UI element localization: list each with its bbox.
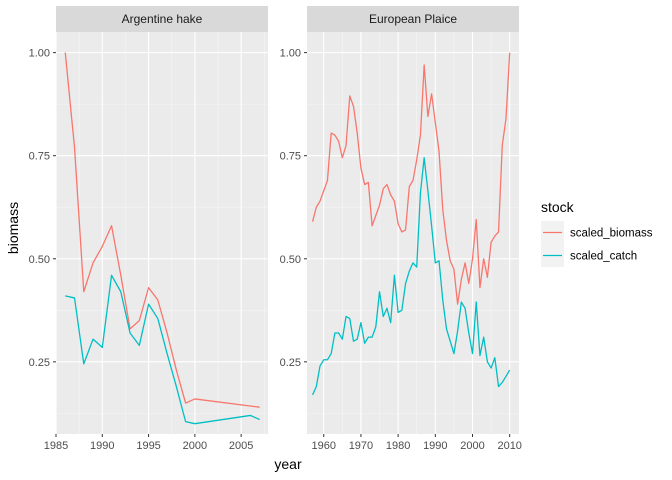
legend-title: stock — [541, 199, 575, 215]
x-tick-label: 1990 — [423, 440, 447, 452]
series-line-scaled-biomass — [64, 52, 260, 408]
y-tick-label: 1.00 — [280, 48, 301, 60]
y-tick-label: 0.25 — [280, 357, 301, 369]
x-tick-label: 1990 — [90, 440, 114, 452]
x-tick-label: 2000 — [183, 440, 207, 452]
legend: stock scaled_biomass scaled_catch — [541, 199, 653, 267]
panel-2: European Plaice 0.25 0.50 0.75 1.00 1960 1970 1… — [280, 6, 522, 452]
panel-title: Argentine hake — [122, 12, 203, 26]
panel-strip — [56, 6, 268, 32]
y-tick-label: 0.75 — [280, 151, 301, 163]
panel-background — [56, 32, 268, 434]
y-axis-title: biomass — [5, 202, 21, 254]
panel-title: European Plaice — [369, 12, 457, 26]
panel-background — [307, 32, 519, 434]
x-tick-label: 2000 — [460, 440, 484, 452]
x-tick-label: 1995 — [136, 440, 160, 452]
x-tick-label: 2005 — [229, 440, 253, 452]
x-tick-label: 1970 — [349, 440, 373, 452]
series-line-scaled-biomass — [311, 52, 511, 305]
x-tick-label: 1985 — [44, 440, 68, 452]
x-axis-title: year — [274, 456, 302, 472]
legend-label-scaled-catch: scaled_catch — [570, 251, 637, 263]
x-tick-label: 1980 — [386, 440, 410, 452]
panel-1: Argentine hake 0.25 0.50 0.75 1.00 1985 1990 19… — [29, 6, 268, 452]
y-tick-label: 1.00 — [29, 48, 50, 60]
y-tick-label: 0.75 — [29, 151, 50, 163]
panels-group: Argentine hake 0.25 0.50 0.75 1.00 1985 1990 19… — [29, 6, 522, 452]
series-line-scaled-catch — [311, 157, 511, 396]
y-tick-label: 0.50 — [29, 254, 50, 266]
series-line-scaled-catch — [65, 274, 260, 425]
y-tick-label: 0.25 — [29, 357, 50, 369]
panel-strip — [307, 6, 519, 32]
x-tick-label: 2010 — [497, 440, 521, 452]
legend-label-scaled-biomass: scaled_biomass — [570, 228, 653, 240]
y-tick-label: 0.50 — [280, 254, 301, 266]
x-tick-label: 1960 — [311, 440, 335, 452]
